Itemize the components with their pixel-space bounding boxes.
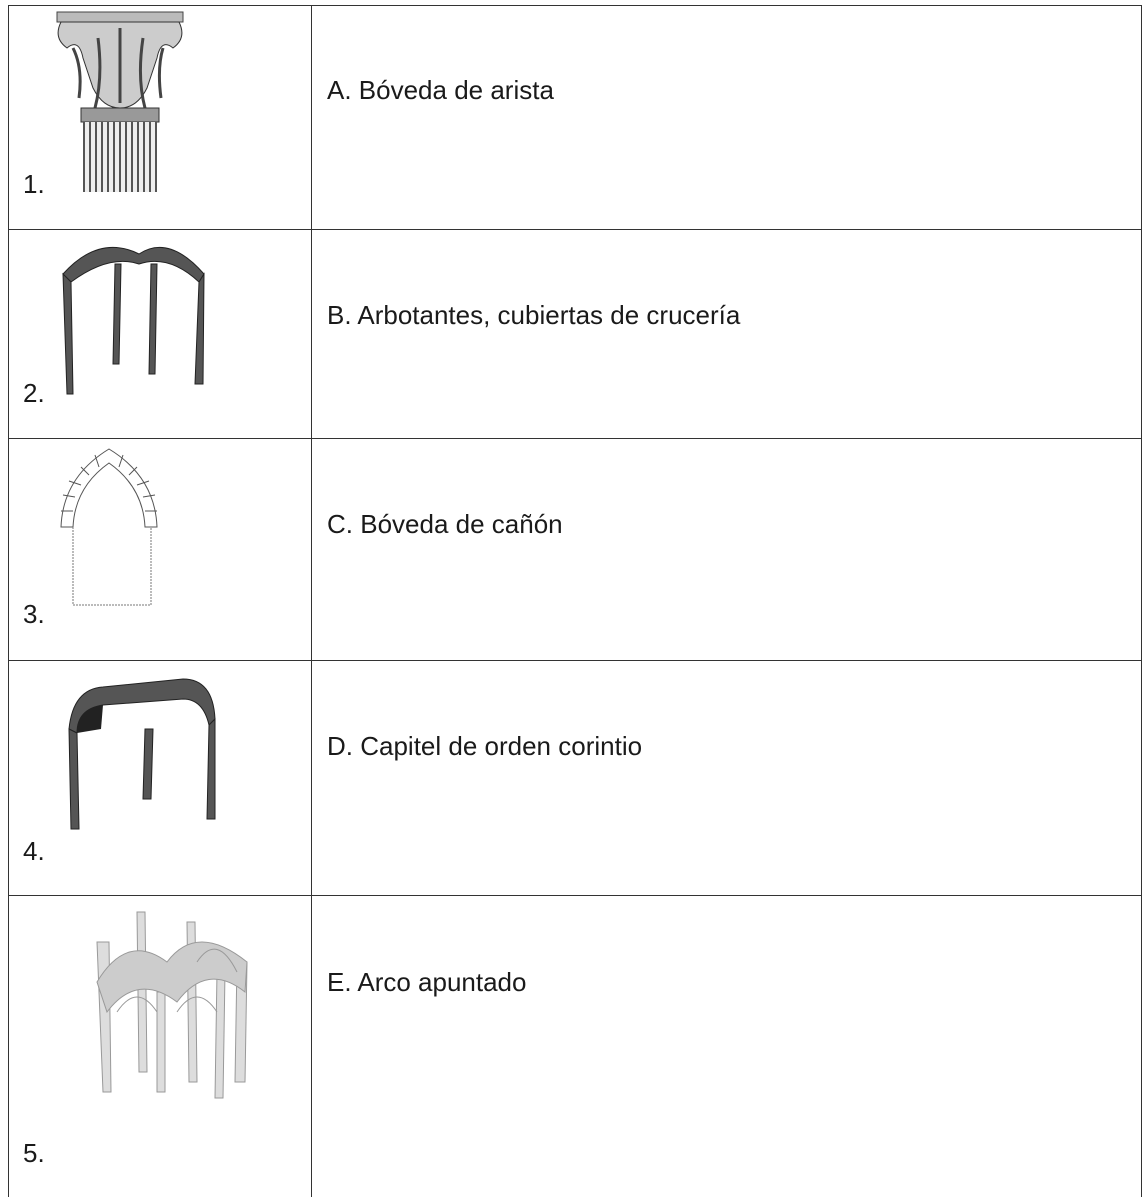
item-text: A. Bóveda de arista — [327, 75, 554, 105]
item-number: 5. — [23, 1138, 45, 1168]
groin-vault-illustration — [62, 246, 205, 395]
pointed-arch-illustration — [60, 448, 158, 606]
cell-border — [311, 6, 312, 229]
item-number: 4. — [23, 836, 45, 866]
item-text: B. Arbotantes, cubiertas de crucería — [327, 300, 741, 330]
cell-border — [311, 661, 312, 895]
cell-border — [311, 439, 312, 660]
table-row: 2. B. Arbotantes, cubiertas de crucería — [8, 229, 1142, 438]
cell-border — [1141, 439, 1142, 660]
item-number: 2. — [23, 378, 45, 408]
item-number: 3. — [23, 599, 45, 629]
item-text: E. Arco apuntado — [327, 967, 527, 997]
item-number: 1. — [23, 169, 45, 199]
table-row: 1. A. Bóveda de arista — [8, 5, 1142, 229]
table-row: 3. C. Bóveda de cañón — [8, 438, 1142, 660]
item-text: C. Bóveda de cañón — [327, 509, 563, 539]
cell-border — [1141, 661, 1142, 895]
cell-border — [1141, 230, 1142, 438]
capital-illustration — [56, 11, 184, 192]
table-row: 4. D. Capitel de orden corintio — [8, 660, 1142, 895]
cell-border — [1141, 6, 1142, 229]
gothic-structure-illustration — [96, 911, 248, 1099]
cell-border — [311, 230, 312, 438]
cell-border — [311, 896, 312, 1197]
barrel-vault-illustration — [68, 678, 216, 830]
item-text: D. Capitel de orden corintio — [327, 731, 643, 761]
table-row: 5. E. Arco apuntado — [8, 895, 1142, 1197]
cell-border — [1141, 896, 1142, 1197]
